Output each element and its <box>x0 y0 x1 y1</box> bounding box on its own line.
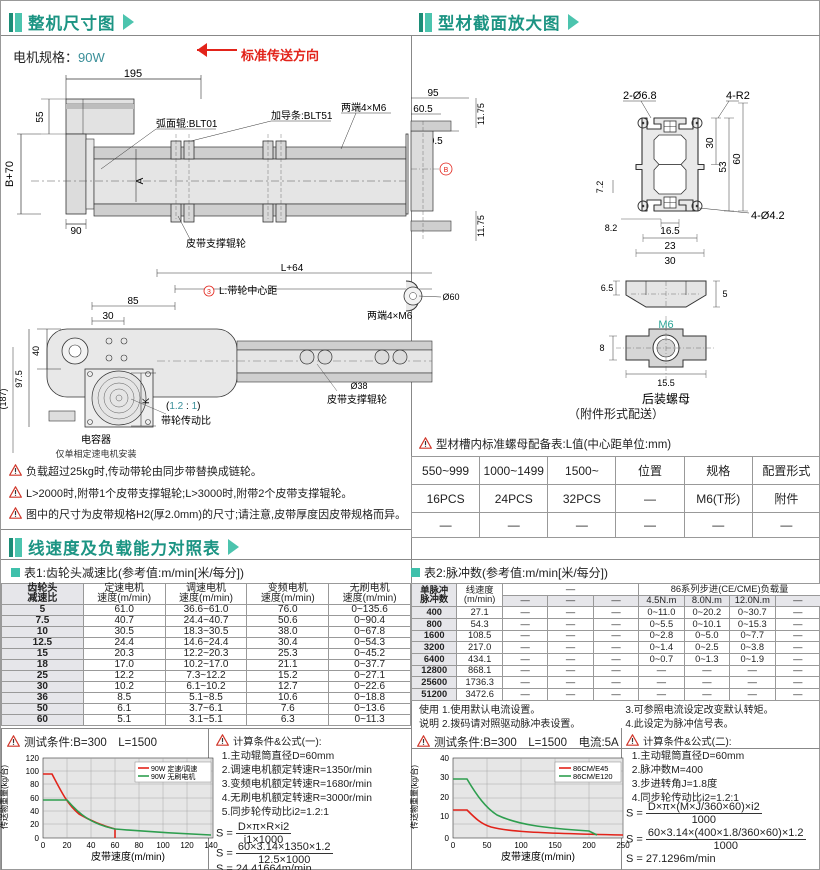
svg-text:8: 8 <box>599 343 604 353</box>
svg-text:90W 无刷电机: 90W 无刷电机 <box>151 772 195 781</box>
svg-text:A: A <box>135 177 146 184</box>
svg-text:皮带支撑辊轮: 皮带支撑辊轮 <box>186 237 246 250</box>
svg-text:90W 定速/调速: 90W 定速/调速 <box>151 764 197 773</box>
svg-text:20: 20 <box>440 793 449 802</box>
svg-text:40: 40 <box>31 346 41 356</box>
svg-text:30: 30 <box>440 773 449 782</box>
svg-text:8.2: 8.2 <box>605 223 618 233</box>
svg-text:60: 60 <box>732 153 743 165</box>
svg-text:11.75: 11.75 <box>476 215 486 237</box>
svg-text:3: 3 <box>207 289 211 296</box>
svg-text:7.2: 7.2 <box>595 181 605 194</box>
svg-text:95: 95 <box>427 88 439 99</box>
svg-text:(187): (187) <box>0 388 8 409</box>
svg-text:电容器: 电容器 <box>81 433 111 446</box>
svg-text:0: 0 <box>35 834 40 843</box>
svg-text:40: 40 <box>87 841 96 850</box>
svg-text:60: 60 <box>30 794 39 803</box>
svg-text:60.5: 60.5 <box>413 104 433 115</box>
svg-text:80: 80 <box>30 780 39 789</box>
svg-text:2-Ø6.8: 2-Ø6.8 <box>623 90 657 102</box>
svg-text:L+64: L+64 <box>281 263 304 274</box>
svg-text:53: 53 <box>718 161 729 173</box>
svg-text:200: 200 <box>582 841 596 850</box>
svg-text:97.5: 97.5 <box>14 370 24 388</box>
svg-text:20: 20 <box>63 841 72 850</box>
svg-text:(1.2 : 1): (1.2 : 1) <box>166 401 201 412</box>
svg-text:皮带速度(m/min): 皮带速度(m/min) <box>501 850 575 863</box>
svg-text:90: 90 <box>70 226 82 237</box>
svg-text:Ø60: Ø60 <box>442 292 459 302</box>
svg-text:195: 195 <box>124 69 142 80</box>
svg-text:两端4×M6: 两端4×M6 <box>367 309 413 322</box>
svg-text:100: 100 <box>514 841 528 850</box>
svg-text:带轮传动比: 带轮传动比 <box>161 414 211 427</box>
svg-text:传送物重量(kg/台): 传送物重量(kg/台) <box>409 765 419 829</box>
svg-text:皮带支撑辊轮: 皮带支撑辊轮 <box>327 393 387 406</box>
svg-text:L:带轮中心距: L:带轮中心距 <box>219 284 277 297</box>
svg-text:0: 0 <box>445 834 450 843</box>
svg-text:加导条:BLT51: 加导条:BLT51 <box>271 109 333 122</box>
svg-text:80: 80 <box>135 841 144 850</box>
svg-text:15.5: 15.5 <box>657 378 675 388</box>
svg-text:120: 120 <box>180 841 194 850</box>
svg-text:Ø38: Ø38 <box>350 381 367 391</box>
svg-text:16.5: 16.5 <box>660 226 680 237</box>
svg-text:6.5: 6.5 <box>601 283 614 293</box>
svg-text:20: 20 <box>30 820 39 829</box>
svg-text:0: 0 <box>451 841 456 850</box>
svg-text:皮带速度(m/min): 皮带速度(m/min) <box>91 850 165 863</box>
svg-text:弧面辊:BLT01: 弧面辊:BLT01 <box>156 117 218 130</box>
svg-text:60: 60 <box>111 841 120 850</box>
svg-text:30: 30 <box>102 311 114 322</box>
svg-text:K: K <box>141 398 151 404</box>
svg-text:86CM/E120: 86CM/E120 <box>573 772 613 781</box>
svg-text:5: 5 <box>722 289 727 299</box>
svg-text:11.75: 11.75 <box>476 103 486 125</box>
svg-text:4-R2: 4-R2 <box>726 90 750 102</box>
svg-text:50: 50 <box>483 841 492 850</box>
svg-text:100: 100 <box>156 841 170 850</box>
svg-text:40: 40 <box>30 807 39 816</box>
svg-text:150: 150 <box>548 841 562 850</box>
svg-text:两端4×M6: 两端4×M6 <box>341 101 387 114</box>
svg-text:后装螺母: 后装螺母 <box>642 392 690 406</box>
svg-text:30: 30 <box>664 256 676 267</box>
svg-text:100: 100 <box>26 767 40 776</box>
svg-text:4-Ø4.2: 4-Ø4.2 <box>751 210 785 222</box>
svg-text:120: 120 <box>26 754 40 763</box>
svg-text:B+70: B+70 <box>4 161 16 187</box>
svg-text:40: 40 <box>440 754 449 763</box>
svg-text:55: 55 <box>35 111 46 123</box>
svg-text:B: B <box>444 167 449 174</box>
svg-text:10: 10 <box>440 812 449 821</box>
svg-text:30: 30 <box>705 137 716 149</box>
svg-text:85: 85 <box>127 296 139 307</box>
svg-text:23: 23 <box>664 241 676 252</box>
svg-text:0: 0 <box>41 841 46 850</box>
svg-text:仅单相定速电机安装: 仅单相定速电机安装 <box>55 448 136 459</box>
svg-text:传送物重量(kg/台): 传送物重量(kg/台) <box>0 765 9 829</box>
